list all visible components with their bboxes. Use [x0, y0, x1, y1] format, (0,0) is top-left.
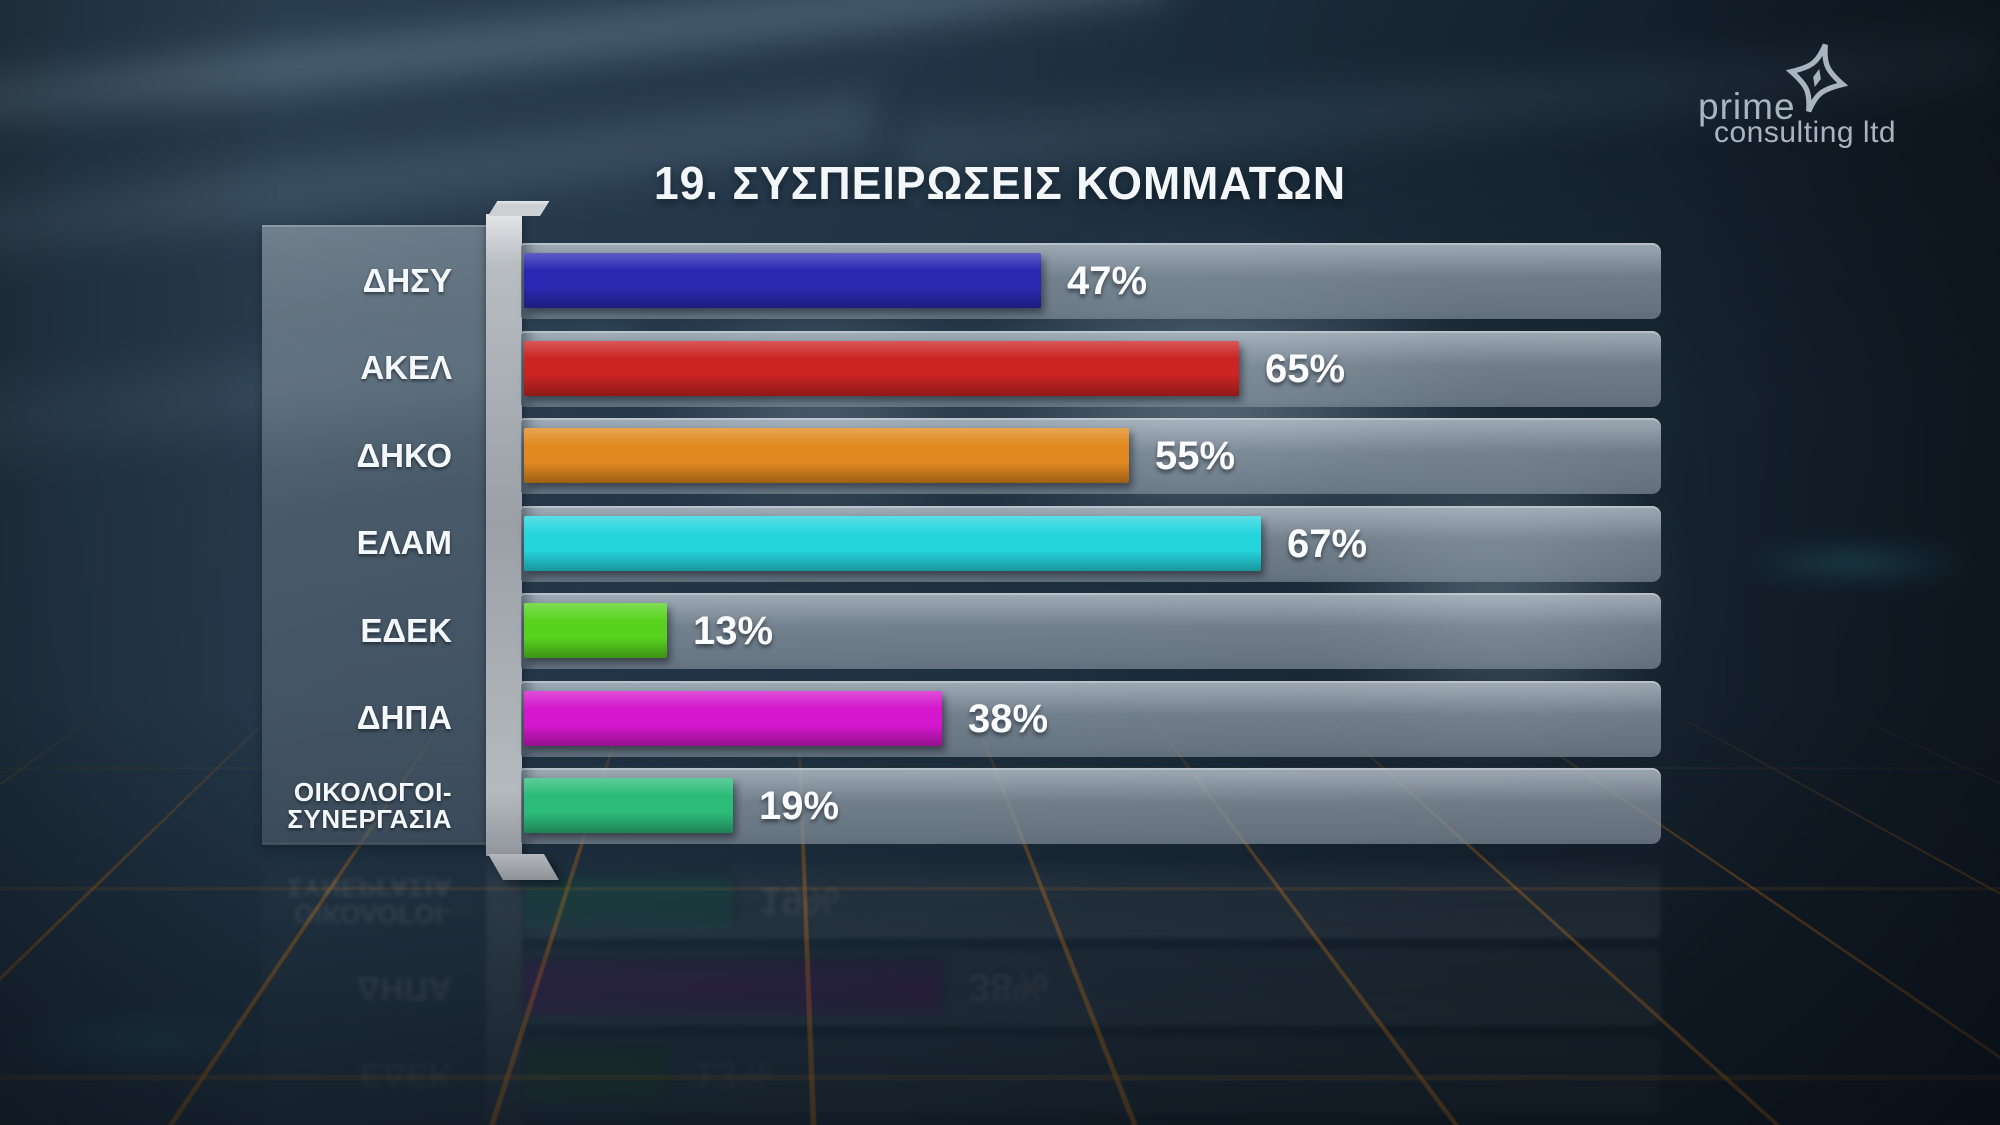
prime-consulting-logo: prime consulting ltd: [1680, 36, 1940, 156]
value-label: 19%: [759, 784, 840, 828]
chart-row: ΔΗΣΥ 47%: [0, 243, 2000, 319]
value-label: 47%: [1067, 259, 1148, 303]
chart-row: ΕΛΑΜ 67%: [0, 505, 2000, 582]
value-label: 13%: [693, 609, 774, 653]
value-bar: [524, 340, 1239, 396]
party-label: ΟΙΚΟΛΟΓΟΙ- ΣΥΝΕΡΓΑΣΙΑ: [287, 776, 452, 834]
bar-track: [521, 593, 1661, 669]
party-label: ΑΚΕΛ: [360, 349, 452, 387]
value-bar: [524, 778, 733, 833]
value-bar: [524, 428, 1129, 483]
value-label: 67%: [1287, 521, 1368, 566]
party-label: ΔΗΚΟ: [356, 436, 452, 474]
value-label: 55%: [1155, 434, 1236, 478]
value-bar: [524, 690, 942, 746]
value-label: 65%: [1265, 346, 1346, 391]
chart-row: ΔΗΠΑ 38%: [0, 680, 2000, 757]
value-label: 38%: [968, 696, 1049, 741]
chart-row: ΔΗΚΟ 55%: [0, 418, 2000, 494]
value-bar: [524, 603, 667, 658]
logo-text-consulting: consulting ltd: [1714, 116, 1897, 149]
chart-row: ΟΙΚΟΛΟΓΟΙ- ΣΥΝΕΡΓΑΣΙΑ 19%: [0, 768, 2000, 844]
party-label: ΔΗΣΥ: [362, 261, 452, 299]
party-label: ΕΔΕΚ: [360, 611, 452, 649]
chart-row: ΕΔΕΚ 13%: [0, 593, 2000, 669]
chart-row: ΑΚΕΛ 65%: [0, 330, 2000, 407]
value-bar: [524, 253, 1041, 308]
value-bar: [524, 515, 1261, 571]
party-label: ΕΛΑΜ: [356, 524, 452, 562]
party-label: ΔΗΠΑ: [356, 699, 452, 737]
chart-title: 19. ΣΥΣΠΕΙΡΩΣΕΙΣ ΚΟΜΜΑΤΩΝ: [653, 157, 1347, 209]
